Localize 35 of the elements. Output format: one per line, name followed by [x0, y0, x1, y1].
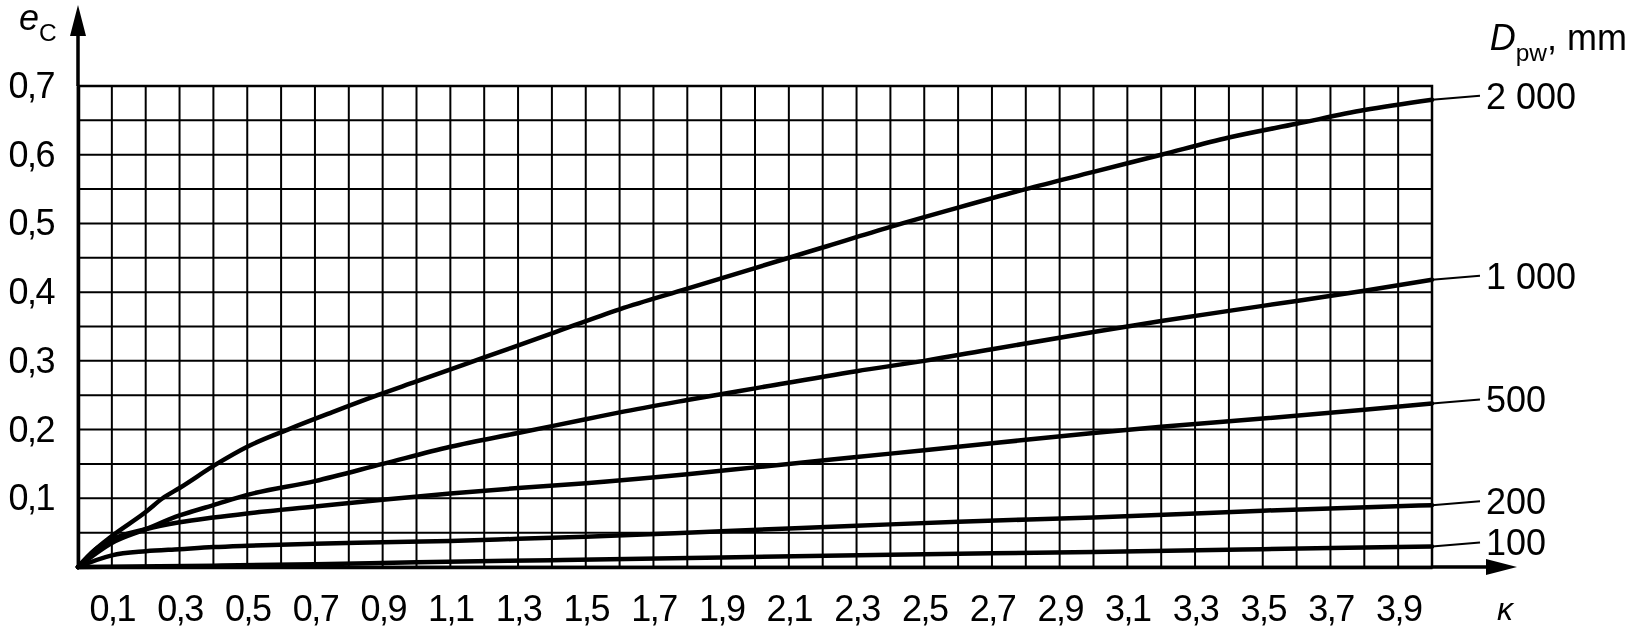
- x-tick-label: 0,7: [292, 587, 339, 629]
- x-tick-label: 3,3: [1172, 587, 1219, 629]
- x-tick-label: 2,9: [1037, 587, 1084, 629]
- x-tick-label: 1,9: [698, 587, 745, 629]
- y-tick-label: 0,4: [8, 271, 55, 313]
- x-tick-label: 1,3: [495, 587, 542, 629]
- x-tick-label: 0,3: [157, 587, 204, 629]
- legend-title: D$_{pw}$, mm: [1489, 17, 1627, 66]
- legend-label: 200: [1486, 481, 1547, 523]
- x-tick-label: 3,5: [1240, 587, 1287, 629]
- x-tick-label: 2,3: [834, 587, 881, 629]
- legend-label: 100: [1486, 522, 1547, 564]
- x-tick-label: 2,7: [969, 587, 1016, 629]
- x-tick-label: 2,5: [901, 587, 948, 629]
- legend-label: 500: [1486, 379, 1547, 421]
- y-axis-title: e$_{C}$: [19, 0, 57, 46]
- legend-label: 2 000: [1486, 75, 1577, 117]
- legend-label: 1 000: [1486, 255, 1577, 297]
- x-tick-label: 1,5: [563, 587, 610, 629]
- y-tick-label: 0,7: [8, 65, 55, 107]
- x-tick-label: 3,1: [1105, 587, 1152, 629]
- x-tick-label: 1,7: [631, 587, 678, 629]
- x-tick-label: 3,7: [1308, 587, 1355, 629]
- y-tick-label: 0,3: [8, 339, 55, 381]
- x-tick-label: 0,1: [89, 587, 136, 629]
- x-tick-label: 0,5: [224, 587, 271, 629]
- x-tick-label: 2,1: [766, 587, 813, 629]
- x-axis-title: κ: [1497, 591, 1515, 627]
- y-tick-label: 0,6: [8, 133, 55, 175]
- y-tick-label: 0,1: [8, 477, 55, 519]
- x-tick-label: 1,1: [428, 587, 475, 629]
- x-tick-label: 3,9: [1375, 587, 1422, 629]
- x-tick-label: 0,9: [360, 587, 407, 629]
- y-tick-label: 0,2: [8, 408, 55, 450]
- y-tick-label: 0,5: [8, 202, 55, 244]
